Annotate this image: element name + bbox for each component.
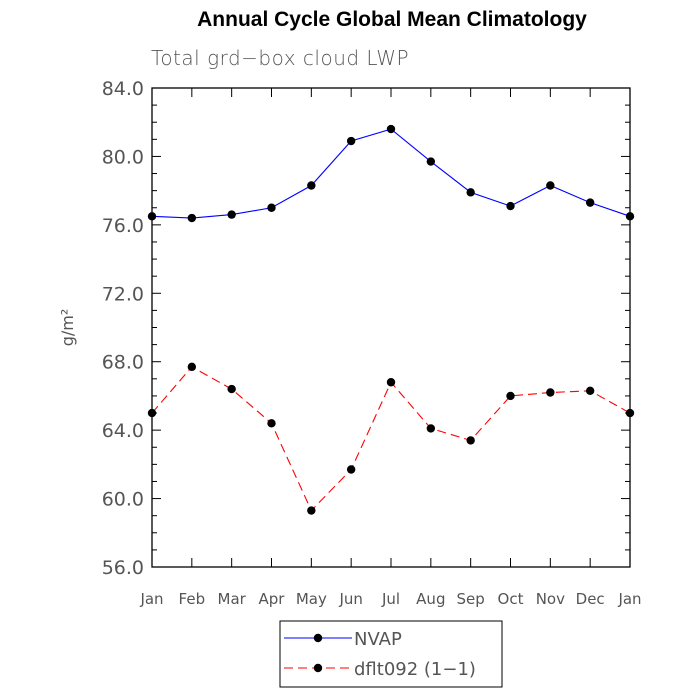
- x-tick-label: May: [296, 590, 327, 608]
- y-tick-label: 72.0: [102, 283, 144, 305]
- data-point: [625, 408, 635, 418]
- x-tick-label: Jan: [139, 590, 163, 608]
- x-tick-label: Jul: [381, 590, 400, 608]
- x-tick-label: Dec: [576, 590, 605, 608]
- y-tick-label: 80.0: [102, 146, 144, 168]
- legend-marker-1: [313, 633, 323, 643]
- chart-subtitle: Total grd−box cloud LWP: [151, 46, 410, 70]
- data-point: [227, 210, 236, 219]
- legend-label-2: dflt092 (1−1): [354, 659, 476, 680]
- x-tick-label: Sep: [457, 590, 485, 608]
- data-point: [147, 212, 157, 221]
- x-tick-label: Apr: [259, 590, 286, 608]
- data-point: [585, 386, 595, 395]
- chart-title: Annual Cycle Global Mean Climatology: [197, 8, 587, 31]
- x-tick-label: Nov: [536, 590, 565, 608]
- x-tick-label: Jan: [617, 590, 641, 608]
- data-point: [426, 157, 436, 166]
- data-point: [466, 188, 475, 197]
- data-point: [307, 506, 316, 515]
- data-point: [346, 136, 356, 146]
- legend-box: [279, 620, 503, 688]
- y-tick-label: 56.0: [102, 557, 144, 579]
- x-tick-label: Mar: [218, 590, 247, 608]
- y-axis-label: g/m²: [58, 309, 77, 347]
- series-line-2: [151, 366, 631, 512]
- x-tick-label: Jun: [338, 590, 362, 608]
- legend-marker-2: [313, 663, 323, 673]
- x-tick-label: Oct: [498, 590, 524, 608]
- data-point: [546, 388, 555, 397]
- legend-label-1: NVAP: [354, 629, 402, 650]
- data-point: [267, 419, 276, 428]
- data-point: [386, 124, 396, 134]
- data-point: [386, 378, 396, 387]
- y-tick-label: 64.0: [102, 420, 144, 442]
- x-tick-label: Aug: [416, 590, 445, 608]
- data-point: [506, 391, 515, 401]
- data-point: [187, 362, 197, 372]
- x-tick-label: Feb: [179, 590, 206, 608]
- data-point: [506, 201, 515, 211]
- data-point: [187, 213, 197, 223]
- y-tick-label: 68.0: [102, 352, 144, 374]
- data-point: [466, 436, 475, 445]
- data-point: [147, 408, 157, 418]
- data-point: [546, 181, 555, 190]
- data-point: [267, 203, 276, 212]
- data-point: [346, 465, 356, 474]
- data-point: [625, 212, 635, 221]
- data-point: [426, 424, 436, 433]
- data-point: [307, 181, 316, 190]
- y-tick-label: 60.0: [102, 489, 144, 511]
- y-tick-label: 84.0: [102, 78, 144, 100]
- data-point: [227, 384, 236, 394]
- y-tick-label: 76.0: [102, 215, 144, 237]
- series-line-1: [151, 128, 631, 219]
- data-point: [585, 198, 595, 207]
- plot-frame: [151, 87, 631, 568]
